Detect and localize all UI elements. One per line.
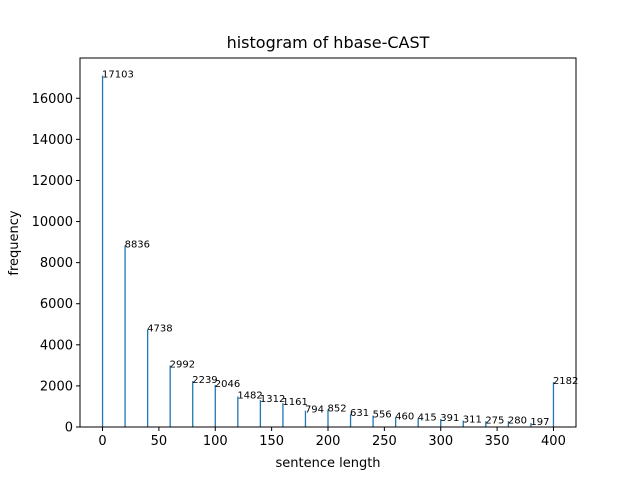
x-tick-label-300: 300 <box>428 434 453 449</box>
data-label-80: 2239 <box>192 375 217 386</box>
data-label-260: 460 <box>395 412 414 423</box>
data-label-100: 2046 <box>215 379 240 390</box>
bar-220 <box>349 414 352 427</box>
bar-380 <box>530 422 532 427</box>
y-axis-label: frequency <box>7 210 22 276</box>
data-label-320: 311 <box>463 415 482 426</box>
data-label-400: 2182 <box>553 376 578 387</box>
data-label-40: 4738 <box>147 324 172 335</box>
bar-140 <box>259 400 262 427</box>
x-axis-label: sentence length <box>275 456 380 471</box>
x-tick-label-150: 150 <box>259 434 284 449</box>
x-tick-label-50: 50 <box>151 434 168 449</box>
plot-frame <box>79 57 577 428</box>
bar-20 <box>124 245 126 427</box>
y-tick-label-14000: 14000 <box>32 133 73 148</box>
data-label-380: 197 <box>530 417 549 428</box>
y-tick-label-2000: 2000 <box>40 379 73 394</box>
y-tick-label-6000: 6000 <box>40 297 73 312</box>
data-label-160: 1161 <box>282 397 307 408</box>
bar-300 <box>440 418 442 427</box>
y-tick-label-16000: 16000 <box>32 92 73 107</box>
bars-group <box>101 75 555 428</box>
bar-200 <box>327 409 329 427</box>
data-label-240: 556 <box>373 410 392 421</box>
y-tick-label-10000: 10000 <box>32 215 73 230</box>
x-tick-label-200: 200 <box>316 434 341 449</box>
bar-160 <box>282 403 284 427</box>
data-label-180: 794 <box>305 405 324 416</box>
data-label-220: 631 <box>350 408 369 419</box>
data-label-0: 17103 <box>102 70 134 81</box>
bar-100 <box>214 384 216 427</box>
bar-320 <box>462 420 464 427</box>
data-label-340: 275 <box>485 415 504 426</box>
y-tick-label-0: 0 <box>65 421 73 436</box>
bar-260 <box>394 417 397 427</box>
bar-60 <box>169 365 171 427</box>
bar-340 <box>485 421 487 427</box>
x-tick-label-250: 250 <box>372 434 397 449</box>
bar-180 <box>304 410 307 427</box>
data-label-20: 8836 <box>125 239 150 250</box>
y-tick-label-4000: 4000 <box>40 338 73 353</box>
bar-120 <box>237 396 239 427</box>
bar-240 <box>372 415 374 427</box>
bar-360 <box>507 421 510 427</box>
data-label-120: 1482 <box>237 391 262 402</box>
bar-280 <box>417 418 419 427</box>
data-labels-group: 17103 8836 4738 2992 22392046148213121161794… <box>102 70 578 428</box>
data-label-280: 415 <box>418 412 437 423</box>
data-label-300: 391 <box>440 413 459 424</box>
bar-80 <box>192 381 194 427</box>
data-label-200: 852 <box>328 404 347 415</box>
bar-0 <box>101 75 104 428</box>
chart-title: histogram of hbase-CAST <box>227 33 430 52</box>
data-label-360: 280 <box>508 415 527 426</box>
bar-400 <box>552 382 555 427</box>
x-tick-label-100: 100 <box>203 434 228 449</box>
data-label-60: 2992 <box>170 360 195 371</box>
bar-40 <box>146 329 149 427</box>
y-tick-label-8000: 8000 <box>40 256 73 271</box>
data-label-140: 1312 <box>260 394 285 405</box>
x-tick-label-400: 400 <box>541 434 566 449</box>
y-axis-ticks: 0 2000 4000 6000 8000 10000 12000 14000 16000 <box>32 92 80 436</box>
y-tick-label-12000: 12000 <box>32 174 73 189</box>
x-tick-label-0: 0 <box>98 434 106 449</box>
x-tick-label-350: 350 <box>485 434 510 449</box>
x-axis-ticks: 0 50 100 150 200 250 300 350 400 <box>98 427 566 449</box>
